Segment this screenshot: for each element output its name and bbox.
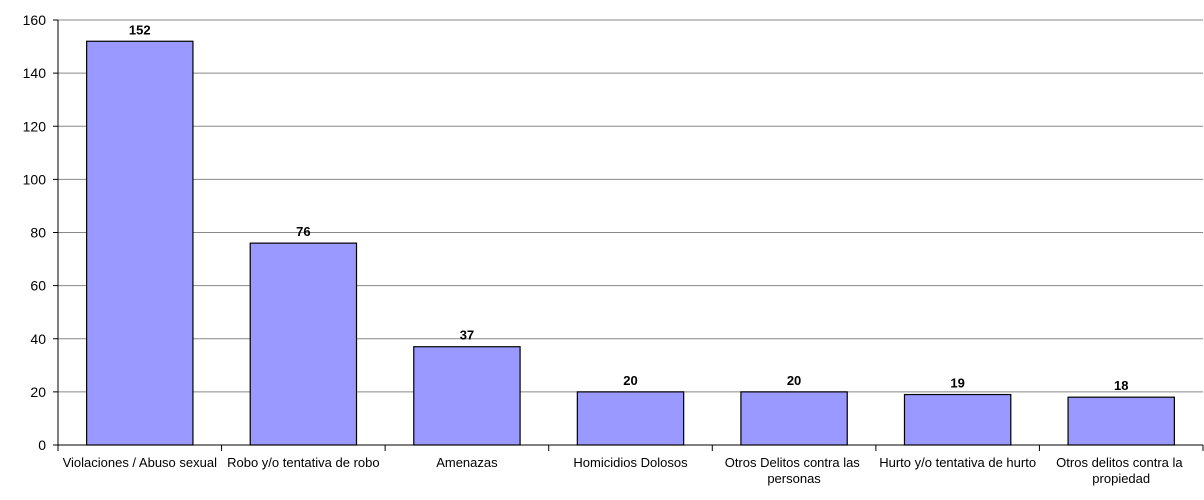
y-tick-label: 40 (30, 331, 46, 347)
y-tick-label: 140 (23, 65, 47, 81)
value-label: 20 (787, 373, 801, 388)
bar (249, 242, 358, 446)
value-label: 152 (129, 22, 151, 37)
y-tick-label: 60 (30, 278, 46, 294)
bar (1067, 396, 1175, 446)
value-label: 76 (296, 224, 310, 239)
bar (86, 40, 194, 446)
x-tick-label: Homicidios Dolosos (573, 455, 688, 470)
bar (413, 346, 521, 446)
x-tick-label: Robo y/o tentativa de robo (227, 455, 380, 470)
x-tick-label: Otros Delitos contra las personas (725, 455, 864, 486)
x-tick-label: Hurto y/o tentativa de hurto (879, 455, 1036, 470)
value-label: 18 (1114, 378, 1128, 393)
bar (740, 391, 848, 446)
y-tick-label: 120 (23, 118, 47, 134)
y-tick-label: 80 (30, 225, 46, 241)
value-label: 37 (460, 328, 474, 343)
value-label: 19 (950, 376, 964, 391)
x-tick-label: Otros delitos contra la propiedad (1056, 455, 1186, 486)
bar (576, 391, 685, 446)
value-label: 20 (623, 373, 637, 388)
y-tick-label: 160 (23, 12, 47, 28)
y-tick-label: 20 (30, 384, 46, 400)
bar (903, 393, 1012, 446)
y-tick-label: 0 (38, 437, 46, 453)
y-tick-label: 100 (23, 171, 47, 187)
x-tick-label: Amenazas (436, 455, 498, 470)
x-tick-label: Violaciones / Abuso sexual (63, 455, 218, 470)
